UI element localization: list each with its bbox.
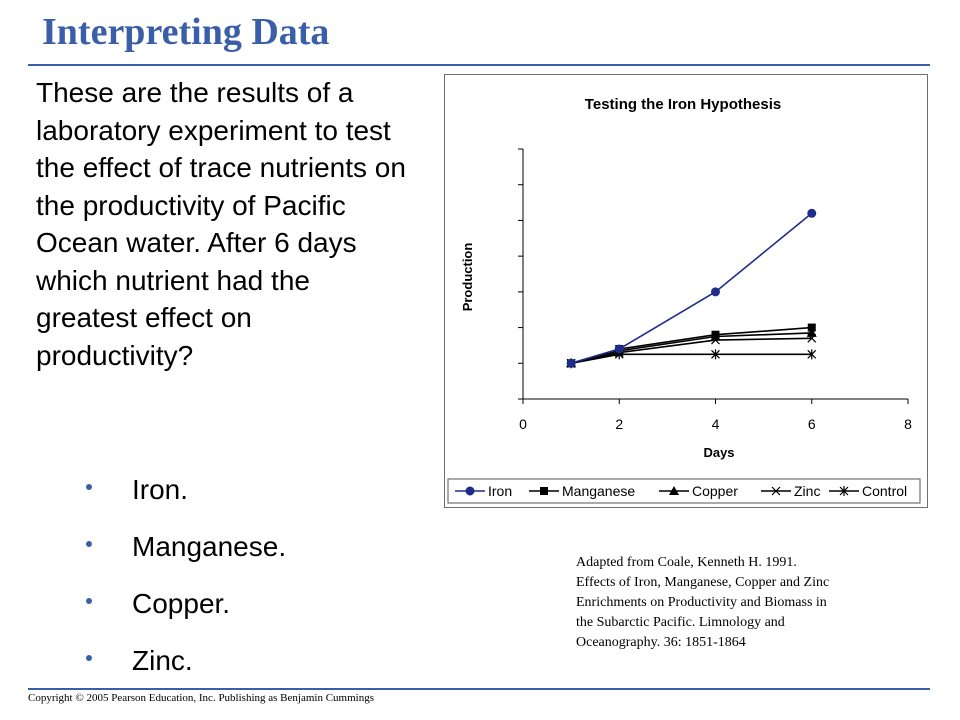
legend-marker-iron <box>465 486 475 496</box>
legend-label-zinc: Zinc <box>794 483 820 499</box>
data-point-iron <box>566 358 576 368</box>
legend-label-manganese: Manganese <box>562 483 635 499</box>
data-point-manganese <box>807 323 816 332</box>
legend-marker-manganese <box>540 487 548 495</box>
legend-marker-zinc <box>771 486 781 496</box>
bullet-icon <box>86 655 92 661</box>
data-point-control <box>711 349 720 360</box>
legend-box <box>447 478 921 504</box>
copyright-text: Copyright © 2005 Pearson Education, Inc.… <box>28 692 374 704</box>
title-divider <box>28 64 930 66</box>
answer-text: Copper. <box>132 588 231 619</box>
answer-text: Iron. <box>132 474 189 505</box>
footer-divider <box>28 688 930 690</box>
citation-line: Oceanography. 36: 1851-1864 <box>576 635 746 650</box>
citation-line: Effects of Iron, Manganese, Copper and Z… <box>576 575 830 590</box>
data-point-iron <box>807 208 817 218</box>
legend-marker-control <box>839 486 849 496</box>
x-tick-label: 4 <box>712 416 720 432</box>
bullet-icon <box>86 598 92 604</box>
answer-text: Zinc. <box>132 645 193 676</box>
y-axis-label: Production <box>460 243 475 312</box>
production-chart: Testing the Iron Hypothesis 0 2 4 6 8 Days P… <box>447 96 921 504</box>
x-tick-label: 2 <box>615 416 623 432</box>
legend-label-iron: Iron <box>488 483 512 499</box>
series-line-control <box>570 353 812 365</box>
series-line-copper <box>570 332 812 365</box>
citation-line: Enrichments on Productivity and Biomass … <box>576 595 827 610</box>
series-line-manganese <box>570 326 812 365</box>
citation-line: Adapted from Coale, Kenneth H. 1991. <box>576 555 797 570</box>
chart-title: Testing the Iron Hypothesis <box>585 96 781 113</box>
series-line-zinc <box>570 337 812 365</box>
data-point-copper <box>806 327 817 337</box>
data-point-iron <box>614 344 624 354</box>
series-line-iron <box>570 212 813 365</box>
chart-legend: Iron Manganese Copper Zinc Control <box>447 478 921 504</box>
data-point-manganese <box>711 330 720 339</box>
slide-title: Interpreting Data <box>42 11 330 53</box>
legend-label-copper: Copper <box>692 483 738 499</box>
legend-label-control: Control <box>862 483 907 499</box>
bullet-icon <box>86 484 92 490</box>
data-point-control <box>807 349 817 360</box>
x-axis-label: Days <box>703 445 734 460</box>
x-tick-label: 8 <box>904 416 912 432</box>
chart-frame: Testing the Iron Hypothesis 0 2 4 6 8 Days P… <box>444 74 928 508</box>
question-text: These are the results of a laboratory ex… <box>36 77 406 371</box>
chart-plot-area: 0 2 4 6 8 <box>518 148 912 432</box>
answer-text: Manganese. <box>132 531 287 562</box>
bullet-icon <box>86 541 92 547</box>
citation: Adapted from Coale, Kenneth H. 1991. Eff… <box>576 553 916 653</box>
x-tick-label: 0 <box>519 416 527 432</box>
citation-line: the Subarctic Pacific. Limnology and <box>576 615 785 630</box>
data-point-iron <box>711 287 720 297</box>
x-tick-label: 6 <box>808 416 816 432</box>
legend-marker-copper <box>669 486 679 495</box>
